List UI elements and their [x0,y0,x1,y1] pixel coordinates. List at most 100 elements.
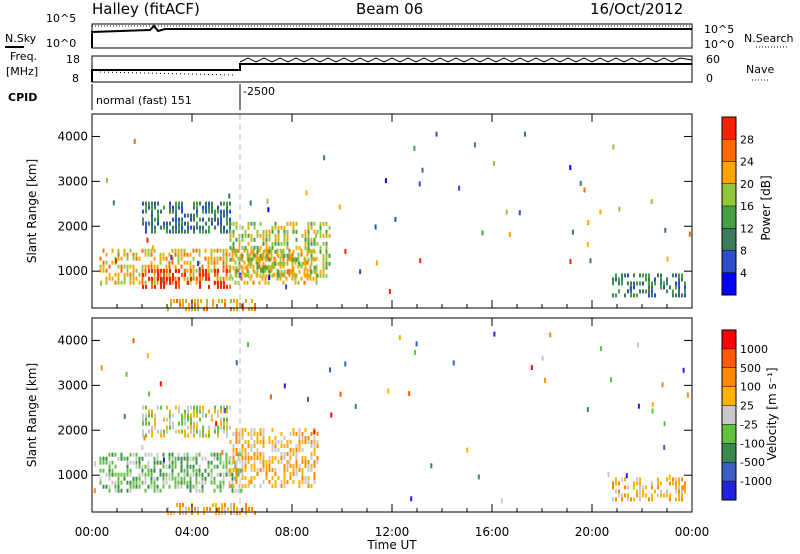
velocity-cell [162,484,165,489]
power-cell [151,268,153,273]
velocity-cell [239,511,241,515]
velocity-cell [195,460,198,465]
power-cell [241,233,244,238]
power-cell [265,257,268,262]
power-cell [172,272,174,277]
power-cell [202,209,204,214]
velocity-cell [114,472,117,477]
power-cell [325,253,328,258]
velocity-cell [292,472,295,476]
velocity-x-ticks: 00:00 04:00 08:00 12:00 16:00 20:00 00:00 [75,318,709,539]
power-cell [202,268,204,273]
power-cell [313,241,316,246]
power-cell [156,280,159,285]
velocity-scatter-cell [269,394,272,400]
cpid-segment-2500: -2500 [243,85,275,98]
power-cell [120,280,123,285]
power-cell [289,253,292,258]
xtick-label: 12:00 [375,525,410,539]
power-cell [160,276,162,281]
power-cell [315,276,318,281]
power-cell [229,265,232,270]
power-cell [202,229,204,234]
velocity-cell [186,472,189,477]
power-cell [217,221,219,226]
nsky-tick-high: 10^5 [46,12,76,25]
power-cell [235,225,238,230]
velocity-cell [147,468,150,473]
power-cell [297,256,300,261]
velocity-cell [142,413,144,418]
power-background [92,114,692,308]
velocity-cell [223,421,225,426]
power-cell [142,221,144,226]
velocity-cell [150,468,153,473]
velocity-cell [153,480,156,485]
velocity-cell [142,433,144,438]
velocity-scatter-cell [215,421,218,427]
power-cell [289,221,292,226]
velocity-scatter-cell [288,459,291,465]
power-cell [288,272,291,277]
velocity-cell [259,468,262,472]
power-cell [241,225,244,230]
power-cell [236,299,238,303]
velocity-colorbar-swatch [722,405,736,425]
velocity-scatter-cell [159,381,162,387]
power-cell [184,268,186,273]
velocity-cell [186,468,189,473]
velocity-cell [235,448,238,452]
power-cell [183,260,186,265]
velocity-cell [219,452,222,457]
velocity-cell [215,507,217,511]
power-cell [304,245,307,250]
velocity-cell [190,421,192,426]
velocity-cell [171,476,174,481]
velocity-cell [280,456,283,460]
velocity-cell [316,460,319,464]
power-cell [183,252,186,257]
power-cell [274,237,277,242]
velocity-cell [247,444,250,448]
power-cell [250,233,253,238]
power-cell [198,260,201,265]
power-cell [141,264,144,269]
power-cell [328,233,331,238]
velocity-cell [268,468,271,472]
velocity-cell [254,511,256,515]
power-cell [196,276,198,281]
power-cell [232,221,235,226]
velocity-cell [168,464,171,469]
power-cell [201,264,204,269]
power-cell [633,285,635,290]
power-cell [250,249,253,254]
velocity-cell [195,456,198,461]
power-cell [242,307,244,311]
power-cell [276,248,279,253]
velocity-cell [189,464,192,469]
velocity-cell [262,432,265,436]
velocity-cell [289,476,292,480]
velocity-cell [183,476,186,481]
velocity-colorbar-swatch [722,443,736,463]
velocity-cell [153,488,156,493]
power-cell [265,241,268,246]
velocity-cell [660,493,662,498]
power-cell [277,237,280,242]
power-cell [283,253,286,258]
power-cell [217,205,219,210]
power-cell [148,268,150,273]
velocity-cell [307,480,310,484]
velocity-cell [213,488,216,493]
power-cell [141,248,144,253]
velocity-cell [230,507,232,511]
power-cell [307,241,310,246]
velocity-cell [199,417,201,422]
power-cell [225,256,228,261]
power-cell [236,303,238,307]
velocity-cell [253,444,256,448]
velocity-cell [141,480,144,485]
velocity-cell [201,484,204,489]
velocity-cell [193,405,195,410]
